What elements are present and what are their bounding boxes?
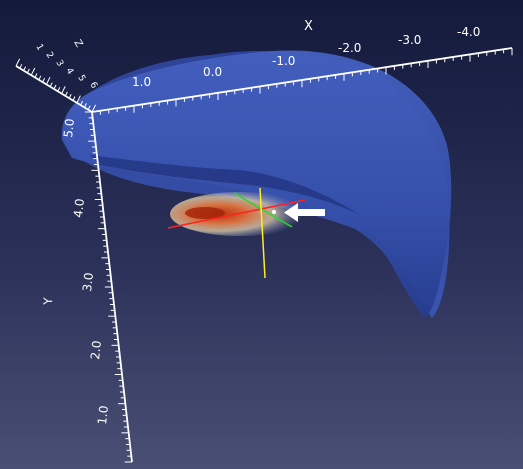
surface-mesh[interactable] xyxy=(61,50,452,318)
axis-tick xyxy=(38,75,42,81)
y-axis: Y 5.0 4.0 3.0 2.0 1.0 xyxy=(41,111,133,463)
probe-point xyxy=(272,210,276,214)
y-tick-label: 2.0 xyxy=(88,340,104,360)
axis-tick xyxy=(53,84,57,90)
x-tick-label: 1.0 xyxy=(132,75,151,89)
x-axis-label: X xyxy=(304,19,313,34)
crosshair-red-line xyxy=(167,199,306,229)
axis-tick xyxy=(34,73,38,78)
axis-tick xyxy=(83,103,87,108)
z-tick-label: 6 xyxy=(87,81,99,91)
z-axis-label: Z xyxy=(71,38,84,50)
axis-tick xyxy=(80,100,84,106)
y-tick-label: 1.0 xyxy=(95,405,111,425)
probe-crosshair[interactable] xyxy=(167,187,306,279)
axis-tick xyxy=(45,76,51,85)
axis-tick xyxy=(57,87,61,92)
axis-tick xyxy=(23,66,27,71)
axis-tick xyxy=(76,95,81,104)
y-tick-label: 3.0 xyxy=(80,272,96,292)
y-axis-ticks xyxy=(84,111,132,463)
y-tick-label: 4.0 xyxy=(71,198,87,218)
axis-tick xyxy=(68,93,72,99)
arrow-pointer-icon xyxy=(284,203,325,222)
crosshair-green-line xyxy=(233,192,293,228)
z-tick-label: 1 xyxy=(33,43,45,53)
crosshair-yellow-line xyxy=(259,187,266,279)
x-tick-label: 0.0 xyxy=(203,65,222,79)
z-axis-ticks xyxy=(15,58,97,113)
axis-tick xyxy=(64,91,68,97)
x-tick-label: -3.0 xyxy=(398,33,421,47)
y-axis-label: Y xyxy=(41,297,55,306)
z-axis: Z 1 2 3 4 5 6 xyxy=(15,38,99,113)
z-tick-label: 5 xyxy=(75,74,87,84)
axis-tick xyxy=(42,77,46,83)
axis-tick xyxy=(30,67,36,76)
axis-tick xyxy=(26,68,30,74)
axis-tick xyxy=(87,105,91,110)
axis-tick xyxy=(15,58,21,67)
x-tick-label: -2.0 xyxy=(338,41,361,55)
z-tick-label: 4 xyxy=(63,67,75,77)
axis-tick xyxy=(49,82,53,87)
axis-tick xyxy=(91,104,97,113)
heat-core xyxy=(185,207,225,219)
x-tick-label: -1.0 xyxy=(272,54,295,68)
axis-tick xyxy=(61,86,66,94)
axis-tick xyxy=(19,64,23,69)
z-tick-label: 3 xyxy=(53,59,65,69)
x-axis: X 1.0 0.0 -1.0 -2.0 -3.0 -4.0 xyxy=(91,19,513,120)
x-tick-label: -4.0 xyxy=(457,25,480,39)
axis-tick xyxy=(72,96,76,101)
surface-fold-shadow xyxy=(90,155,360,215)
z-tick-label: 2 xyxy=(43,51,55,61)
y-tick-label: 5.0 xyxy=(61,118,77,138)
